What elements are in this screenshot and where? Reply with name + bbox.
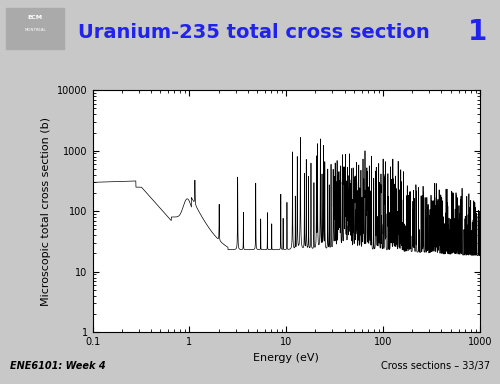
- Text: ENE6101: Week 4: ENE6101: Week 4: [10, 361, 106, 371]
- Text: MONTREAL: MONTREAL: [24, 28, 46, 32]
- Text: Uranium-235 total cross section: Uranium-235 total cross section: [78, 23, 429, 42]
- Text: ECM: ECM: [28, 15, 42, 20]
- X-axis label: Energy (eV): Energy (eV): [254, 353, 319, 362]
- Y-axis label: Microscopic total cross section (b): Microscopic total cross section (b): [42, 117, 51, 306]
- Text: 1: 1: [468, 18, 487, 46]
- Text: Cross sections – 33/37: Cross sections – 33/37: [381, 361, 490, 371]
- Bar: [6, 8, 64, 50]
